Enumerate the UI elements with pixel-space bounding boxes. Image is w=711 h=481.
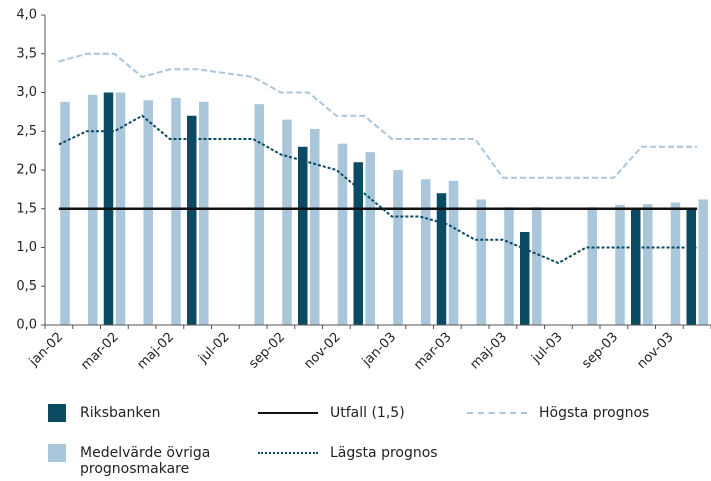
- x-tick-label: jul-02: [195, 330, 232, 367]
- y-tick-label: 0,0: [16, 318, 37, 333]
- legend-swatch: [48, 444, 66, 462]
- bar: [254, 104, 264, 325]
- x-tick-label: sep-02: [246, 330, 288, 372]
- legend-label: Utfall (1,5): [330, 405, 405, 421]
- bar: [393, 170, 403, 325]
- y-tick-label: 4,0: [16, 8, 37, 23]
- y-tick-label: 0,5: [16, 279, 37, 294]
- legend-swatch: [48, 404, 66, 422]
- legend-label: Riksbanken: [80, 405, 161, 421]
- bar: [298, 146, 308, 325]
- x-tick-label: maj-03: [467, 330, 510, 373]
- bar: [520, 232, 530, 325]
- x-tick-label: mar-03: [411, 330, 454, 373]
- bar: [199, 101, 209, 325]
- bar: [187, 115, 197, 325]
- bar: [532, 207, 542, 325]
- x-tick-label: mar-02: [78, 330, 121, 373]
- line-series: [58, 114, 698, 265]
- bar: [448, 180, 459, 325]
- legend-swatch: [467, 412, 527, 414]
- bar: [353, 162, 363, 325]
- bar: [421, 179, 431, 325]
- bar: [310, 128, 320, 325]
- bar: [60, 101, 70, 325]
- legend-swatch: [258, 452, 318, 454]
- bar: [587, 207, 597, 325]
- x-tick-label: maj-02: [134, 330, 177, 373]
- y-tick-label: 3,5: [16, 46, 37, 61]
- legend-label: Medelvärde övriga prognosmakare: [80, 445, 211, 477]
- chart: 0,0 0,5 1,0 1,5 2,0 2,5 3,0 3,5 4,0 jan-02 mar-02 m…: [16, 8, 711, 373]
- legend-swatch: [258, 412, 318, 414]
- bar: [631, 208, 641, 325]
- line-series: [58, 52, 698, 179]
- bar: [615, 204, 625, 325]
- legend-label: Lägsta prognos: [330, 445, 438, 461]
- x-tick-label: sep-03: [579, 330, 621, 372]
- bar: [476, 199, 486, 325]
- y-tick-label: 3,0: [16, 85, 37, 100]
- y-tick-label: 1,0: [16, 240, 37, 255]
- x-tick-label: jan-02: [26, 330, 66, 370]
- bar: [698, 199, 708, 325]
- bar: [643, 204, 653, 325]
- bar: [282, 119, 292, 325]
- bar: [337, 143, 348, 325]
- bar: [436, 193, 447, 325]
- bar: [504, 207, 514, 325]
- bar: [686, 208, 696, 325]
- y-tick-label: 1,5: [16, 201, 37, 216]
- y-tick-label: 2,0: [16, 163, 37, 178]
- x-tick-label: jan-03: [359, 330, 399, 370]
- x-tick-label: nov-03: [634, 330, 676, 372]
- bar: [143, 100, 153, 325]
- bar: [171, 97, 181, 325]
- bar: [670, 202, 681, 325]
- x-tick-label: jul-03: [528, 330, 565, 367]
- x-tick-label: nov-02: [301, 330, 343, 372]
- legend-label: Högsta prognos: [539, 405, 650, 421]
- bar: [365, 152, 375, 325]
- y-tick-label: 2,5: [16, 124, 37, 139]
